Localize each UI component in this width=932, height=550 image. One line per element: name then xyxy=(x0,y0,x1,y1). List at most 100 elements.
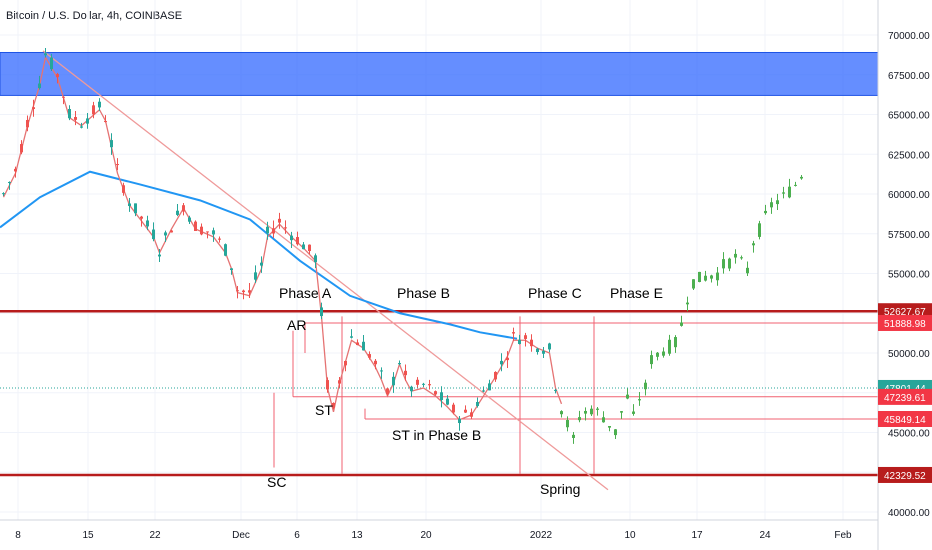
candle xyxy=(548,343,551,350)
annotation-label: ST in Phase B xyxy=(392,427,481,443)
projected-candle xyxy=(674,337,677,348)
projected-candle xyxy=(692,279,695,289)
candle xyxy=(326,380,329,390)
price-tag xyxy=(878,410,932,427)
candle xyxy=(56,74,59,78)
candle xyxy=(122,185,125,193)
price-axis: 70000.00 67500.00 65000.00 62500.00 60000.00… xyxy=(878,31,932,519)
candle xyxy=(476,401,479,406)
price-tag xyxy=(878,466,932,483)
projected-candle xyxy=(728,258,731,269)
candle xyxy=(488,383,491,391)
candle xyxy=(20,144,23,153)
projected-candle xyxy=(620,411,623,413)
annotation-label: AR xyxy=(287,317,306,333)
candle xyxy=(338,380,341,384)
projected-candle xyxy=(776,200,779,205)
time-tick-label: Feb xyxy=(834,530,852,541)
candle xyxy=(152,229,155,240)
projected-candle xyxy=(758,223,761,237)
projected-candle xyxy=(764,210,767,214)
time-axis: 8 15 22 Dec 6 13 20 2022 10 17 24 Feb xyxy=(15,530,852,541)
projected-candle xyxy=(638,399,641,401)
candle xyxy=(224,244,227,256)
candle xyxy=(524,335,527,339)
projected-candle xyxy=(704,275,707,281)
candle xyxy=(254,272,257,280)
candle xyxy=(332,403,335,408)
candle xyxy=(182,205,185,212)
projected-candle xyxy=(632,411,635,414)
candle xyxy=(392,376,395,386)
candle xyxy=(494,371,497,380)
time-tick-label: 2022 xyxy=(530,530,553,541)
candle xyxy=(440,392,443,401)
candle xyxy=(8,181,11,183)
annotations: Phase A Phase B Phase C Phase E AR ST ST in Ph… xyxy=(267,285,663,497)
candle xyxy=(158,254,161,257)
projected-candle xyxy=(740,257,743,259)
candle xyxy=(362,341,365,351)
projected-candle xyxy=(608,426,611,428)
resistance-zone xyxy=(0,51,879,96)
candle xyxy=(98,101,101,108)
candle xyxy=(74,117,77,120)
projected-candle xyxy=(662,351,665,356)
price-tag-label: 52627.67 xyxy=(884,307,926,318)
projected-candle xyxy=(788,186,791,198)
projected-candle xyxy=(680,322,683,326)
price-tick-label: 67500.00 xyxy=(888,71,930,82)
candle xyxy=(452,404,455,413)
candle xyxy=(482,390,485,392)
candle xyxy=(290,235,293,241)
trend-line xyxy=(42,50,609,491)
candle xyxy=(236,290,239,292)
candle xyxy=(68,109,71,119)
candle xyxy=(194,221,197,231)
projected-candle xyxy=(668,339,671,354)
candle xyxy=(308,244,311,252)
time-tick-label: 13 xyxy=(351,530,363,541)
projected-candle xyxy=(722,259,725,269)
time-tick-label: 17 xyxy=(691,530,703,541)
candle xyxy=(350,336,353,338)
projected-candle xyxy=(770,202,773,208)
candle xyxy=(188,217,191,222)
time-tick-label: 10 xyxy=(624,530,636,541)
candle xyxy=(26,119,29,128)
candle xyxy=(200,226,203,235)
price-tick-label: 55000.00 xyxy=(888,270,930,281)
candle xyxy=(218,238,221,240)
candle xyxy=(554,389,557,391)
candle xyxy=(410,386,413,392)
candle xyxy=(464,409,467,413)
price-tick-label: 62500.00 xyxy=(888,150,930,161)
candle xyxy=(212,230,215,235)
time-tick-label: 8 xyxy=(15,530,21,541)
candle xyxy=(416,379,419,385)
projected-candle xyxy=(752,243,755,246)
ma-long-line xyxy=(0,170,518,340)
candle xyxy=(164,232,167,236)
candle xyxy=(434,391,437,395)
time-tick-label: Dec xyxy=(232,530,250,541)
projected-candle xyxy=(782,192,785,194)
time-tick-label: 22 xyxy=(149,530,161,541)
projected-candle xyxy=(650,355,653,365)
candle xyxy=(242,290,245,293)
candle xyxy=(458,418,461,424)
candle xyxy=(80,126,83,128)
projected-candle xyxy=(794,184,797,186)
projected-candle xyxy=(716,272,719,281)
projected-candle xyxy=(566,420,569,428)
candle xyxy=(110,140,113,148)
projected-candle xyxy=(602,417,605,423)
price-tick-label: 60000.00 xyxy=(888,190,930,201)
price-tag-label: 42329.52 xyxy=(884,471,926,482)
annotation-label: Phase B xyxy=(397,285,450,301)
time-tick-label: 6 xyxy=(294,530,300,541)
candle xyxy=(320,307,323,317)
candle xyxy=(104,121,107,123)
projected-candle xyxy=(746,267,749,274)
